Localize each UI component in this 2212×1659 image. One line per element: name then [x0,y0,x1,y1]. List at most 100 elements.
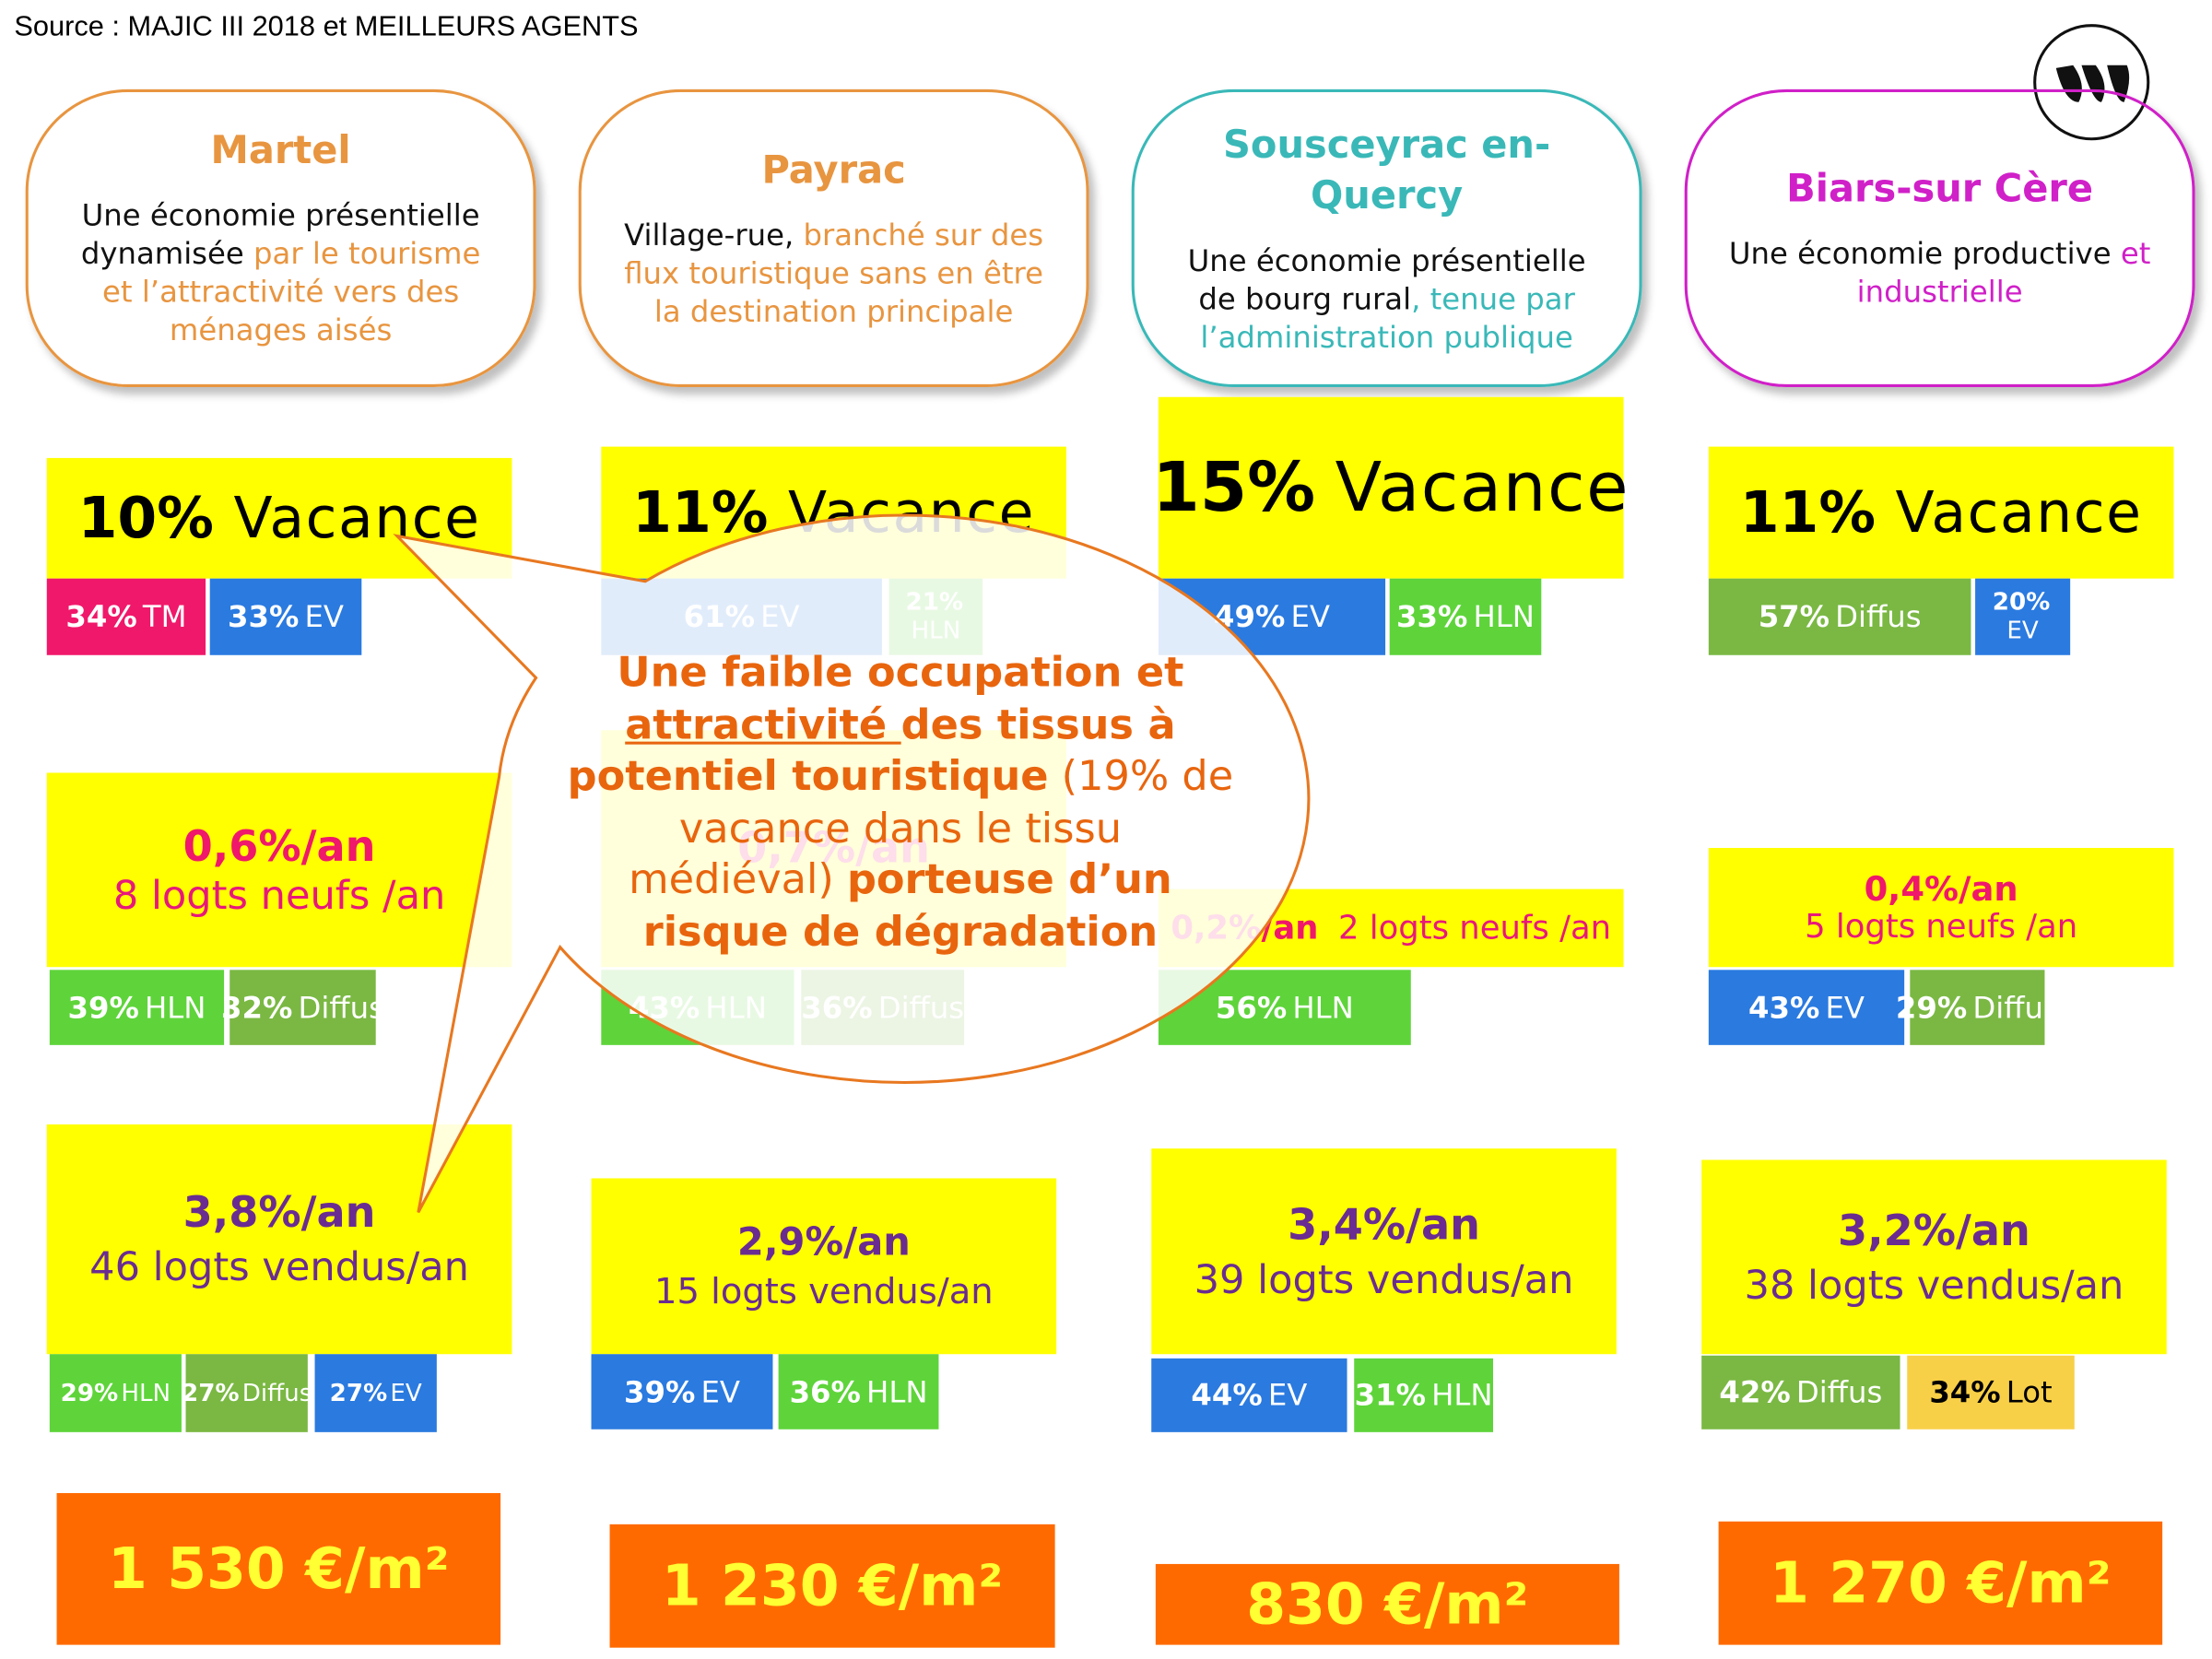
share-value: 29% [1895,990,1968,1025]
sales-box: 3,2%/an 38 logts vendus/an [1701,1159,2167,1355]
vacancy-value: 11% [632,479,769,546]
callout-line: vacance dans le tissu [560,802,1241,853]
callout-line: Une faible occupation et [560,647,1241,699]
share-chip: 36% HLN [778,1354,939,1430]
vacancy-label: Vacance [233,485,481,551]
share-chip: 39% HLN [49,970,225,1045]
share-label: HLN [1473,599,1535,634]
vacancy-value: 15% [1152,448,1316,528]
callout-segment: vacance dans le tissu [678,803,1122,853]
share-chip: 44% EV [1151,1358,1347,1432]
share-chip: 29% HLN [49,1354,182,1432]
share-chip: 32% Diffus [221,970,384,1045]
share-chip: 39% EV [591,1354,773,1430]
share-value: 33% [1396,599,1468,634]
share-value: 31% [1354,1378,1426,1413]
callout-text: Une faible occupation et attractivité des… [560,647,1241,959]
profile-bubble: Sousceyrac en-Quercy Une économie présent… [1131,88,1642,388]
profile-bubble: Payrac Village-rue, branché sur des flux … [578,88,1089,388]
vacancy-box: 11% Vacance [1708,446,2174,579]
share-label: Diffus [1795,1375,1883,1410]
share-value: 34% [65,599,137,634]
callout-segment: porteuse d’un [846,855,1172,904]
callout-line: risque de dégradation [560,906,1241,958]
share-label: EV [1825,990,1865,1025]
share-chip: 33% HLN [1389,578,1542,655]
share-label: Diffus [241,1379,312,1407]
profile-bubble: Martel Une économie présentielle dynamisé… [25,88,536,388]
share-chip: 27% Diffus [182,1354,312,1432]
share-label: Diffus [298,990,384,1025]
description-part: par le tourisme et l’attractivité vers d… [102,236,481,347]
share-chip: 42% Diffus [1701,1355,1900,1430]
vacancy-value: 10% [77,485,214,551]
share-label: Diffus [1835,599,1922,634]
share-value: 27% [329,1379,388,1407]
share-label: EV [1267,1378,1308,1413]
share-chip: 43% EV [1708,970,1905,1045]
sales-box: 3,8%/an 46 logts vendus/an [46,1124,512,1355]
description-part: Une économie productive [1728,236,2121,271]
share-value: 34% [1929,1375,2001,1410]
callout-segment: attractivité [625,700,901,748]
price: 1 270 €/m² [1718,1521,2163,1645]
share-value: 57% [1758,599,1830,634]
share-label: HLN [121,1379,171,1407]
construction-rate: 0,6%/an [182,821,376,872]
share-value: 27% [182,1379,240,1407]
town-name: Biars-sur Cère [1786,167,2094,212]
sales-text: 38 logts vendus/an [1744,1261,2124,1309]
town-name: Sousceyrac en-Quercy [1222,123,1551,218]
sales-box: 2,9%/an 15 logts vendus/an [591,1178,1057,1355]
share-chip: 31% HLN [1354,1358,1494,1432]
share-chip: 34% Lot [1907,1355,2075,1430]
share-label: Lot [2006,1375,2053,1410]
source: Source : MAJIC III 2018 et MEILLEURS AGE… [14,11,639,43]
town-name: Martel [210,129,351,173]
description-part: Village-rue, [624,218,804,253]
share-label: EV [2006,617,2039,646]
vacancy-label: Vacance [1895,479,2143,546]
callout-segment: (19% de [1048,751,1234,800]
share-label: EV [390,1379,422,1407]
share-chip: 33% EV [209,578,362,655]
share-value: 29% [60,1379,119,1407]
vacancy-label: Vacance [1335,448,1630,528]
construction-rate: 0,4%/an [1864,869,2018,910]
share-label: EV [700,1374,741,1409]
description-part: et industrielle [1856,236,2151,310]
share-chip: 57% Diffus [1708,578,1971,655]
share-label: TM [142,599,187,634]
share-label: HLN [866,1374,928,1409]
sales-text: 39 logts vendus/an [1194,1255,1574,1303]
callout-line: potentiel touristique (19% de [560,750,1241,802]
price: 830 €/m² [1155,1563,1619,1645]
callout-segment: potentiel touristique [567,751,1049,800]
share-value: 44% [1191,1378,1263,1413]
share-value: 32% [221,990,293,1025]
sales-text: 46 logts vendus/an [89,1243,469,1291]
town-description: Une économie présentielle de bourg rural… [1169,241,1606,357]
callout-segment: risque de dégradation [642,907,1159,956]
description-part: branché sur des flux touristique sans en… [624,218,1044,329]
description-part: Une économie présentielle dynamisée [80,198,480,271]
town-description: Une économie présentielle dynamisée par … [63,197,500,350]
callout-line: médiéval) porteuse d’un [560,854,1241,906]
share-value: 20% [1992,588,2051,618]
sales-rate: 3,2%/an [1838,1206,2030,1256]
sales-rate: 2,9%/an [736,1220,911,1265]
town-description: Village-rue, branché sur des flux touris… [616,217,1053,332]
vacancy-box: 15% Vacance [1152,396,1629,579]
callout-segment: des tissus à [900,700,1176,748]
share-chip: 29% Diffus [1896,970,2059,1045]
sales-box: 3,4%/an 39 logts vendus/an [1151,1148,1617,1355]
construction-text: 5 logts neufs /an [1805,909,2078,947]
town-description: Une économie productive et industrielle [1722,235,2159,312]
construction-text: 8 logts neufs /an [112,871,446,919]
share-value: 39% [623,1374,696,1409]
share-label: HLN [1431,1378,1493,1413]
share-label: HLN [144,990,206,1025]
share-value: 56% [1215,990,1288,1025]
